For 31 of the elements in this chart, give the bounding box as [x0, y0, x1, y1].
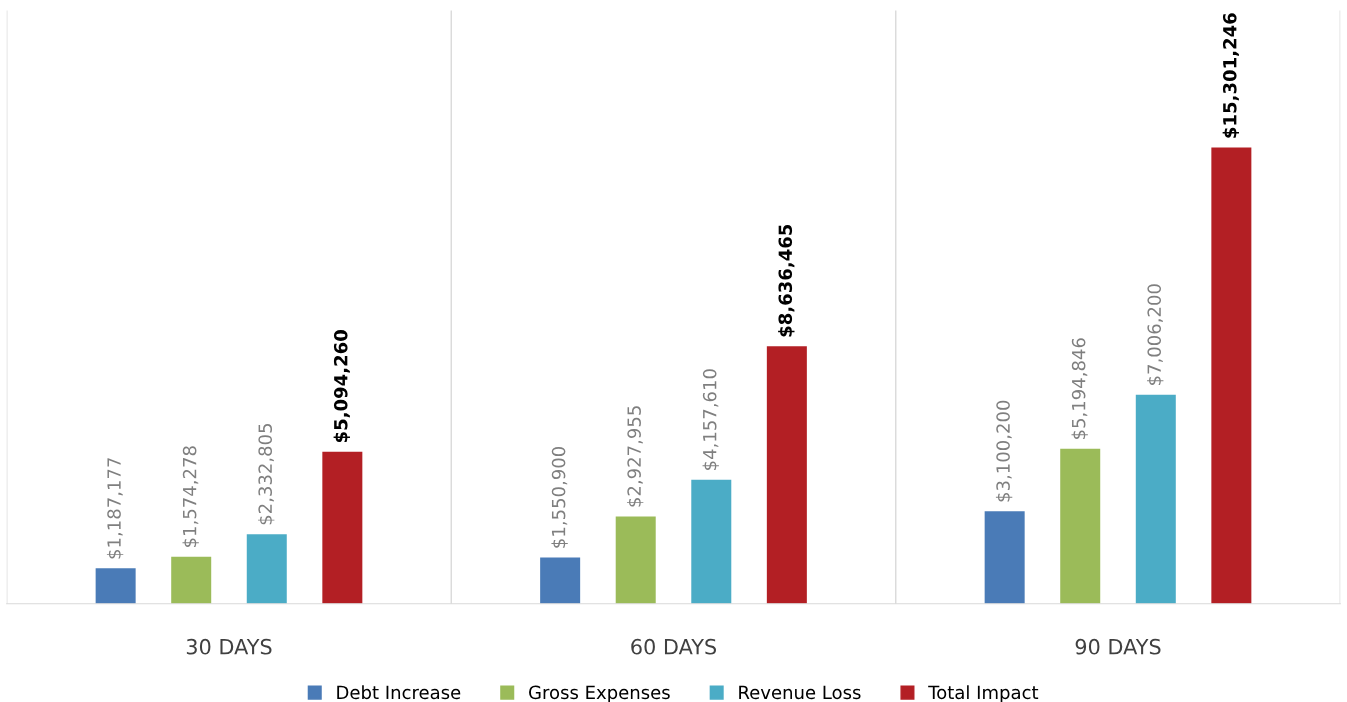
bar — [691, 479, 732, 604]
data-label: $4,157,610 — [702, 369, 719, 470]
legend-label: Revenue Loss — [739, 685, 861, 700]
data-label: $1,550,900 — [551, 446, 568, 548]
bar — [615, 516, 656, 604]
x-tick-label: 30 DAYS — [186, 638, 272, 655]
bar — [95, 568, 136, 604]
data-label: $2,927,955 — [626, 406, 644, 507]
data-label: $15,301,246 — [1222, 13, 1239, 138]
legend-label: Total Impact — [928, 685, 1039, 702]
data-label: $5,194,846 — [1071, 338, 1088, 439]
data-label: $1,187,177 — [106, 458, 124, 559]
x-tick-label: 60 DAYS — [631, 638, 717, 655]
bar — [1060, 448, 1101, 604]
bar — [171, 556, 212, 604]
bar — [322, 451, 363, 604]
bar — [1135, 394, 1176, 604]
data-label: $8,636,465 — [778, 224, 795, 337]
data-label: $5,094,260 — [333, 330, 350, 443]
legend-label: Debt Increase — [337, 685, 461, 700]
bar — [766, 346, 807, 604]
bar — [1211, 147, 1252, 604]
x-tick-label: 90 DAYS — [1075, 638, 1161, 655]
data-label: $2,332,805 — [258, 424, 275, 525]
legend-label: Gross Expenses — [529, 685, 670, 702]
bar — [540, 557, 581, 604]
bar — [246, 534, 287, 604]
data-label: $1,574,278 — [182, 446, 199, 547]
data-label: $3,100,200 — [995, 400, 1013, 502]
bar — [984, 511, 1025, 604]
data-label: $7,006,200 — [1147, 284, 1164, 385]
